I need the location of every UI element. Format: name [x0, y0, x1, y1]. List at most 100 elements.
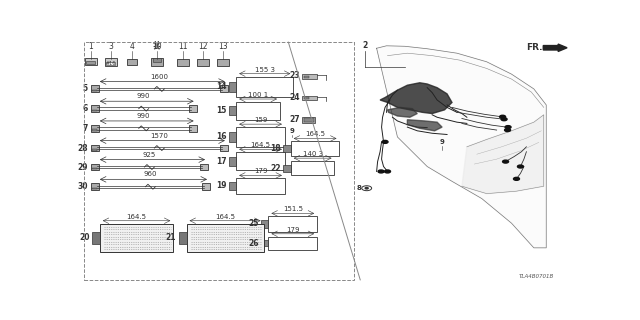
- Bar: [189, 125, 196, 132]
- Bar: [127, 59, 136, 65]
- Text: 990: 990: [137, 93, 150, 99]
- Text: 159: 159: [254, 117, 268, 123]
- Bar: [229, 132, 236, 142]
- Polygon shape: [462, 115, 544, 194]
- Bar: [200, 164, 208, 171]
- Text: 2: 2: [363, 41, 368, 50]
- Bar: [202, 183, 210, 190]
- Bar: [187, 224, 264, 252]
- Text: 25: 25: [248, 220, 259, 228]
- Bar: [302, 117, 315, 123]
- Text: 30: 30: [77, 182, 88, 191]
- Bar: [261, 240, 269, 246]
- Bar: [85, 58, 97, 65]
- Text: 28: 28: [77, 144, 88, 153]
- Text: 155 3: 155 3: [255, 67, 275, 73]
- Bar: [92, 232, 100, 244]
- Text: 22: 22: [270, 164, 281, 173]
- Text: 16: 16: [216, 132, 227, 141]
- Text: 8: 8: [357, 185, 362, 191]
- Bar: [229, 107, 236, 115]
- Bar: [92, 110, 97, 111]
- Bar: [291, 141, 339, 156]
- Bar: [91, 85, 99, 92]
- Circle shape: [518, 165, 524, 168]
- Bar: [229, 82, 236, 92]
- Bar: [302, 96, 317, 100]
- Text: 4: 4: [129, 42, 134, 51]
- Text: 100 1: 100 1: [248, 92, 268, 98]
- Text: 140 3: 140 3: [303, 151, 323, 157]
- Bar: [91, 164, 99, 171]
- Bar: [236, 102, 280, 120]
- Polygon shape: [408, 120, 442, 131]
- Bar: [284, 145, 291, 153]
- Bar: [197, 59, 209, 66]
- FancyArrow shape: [543, 44, 567, 52]
- Bar: [92, 90, 97, 92]
- Bar: [269, 237, 317, 250]
- Circle shape: [513, 177, 520, 180]
- Bar: [261, 220, 269, 228]
- Bar: [269, 216, 317, 232]
- Text: 11: 11: [178, 42, 188, 51]
- Text: 6: 6: [83, 104, 88, 113]
- Circle shape: [365, 188, 368, 189]
- Text: 21: 21: [166, 233, 176, 242]
- Bar: [189, 105, 196, 112]
- Bar: [92, 149, 97, 150]
- Bar: [236, 76, 293, 97]
- Text: #16: #16: [106, 61, 116, 66]
- Text: 44: 44: [153, 41, 161, 46]
- Text: 179: 179: [254, 168, 268, 174]
- Bar: [100, 224, 173, 252]
- Polygon shape: [376, 46, 547, 248]
- Bar: [229, 157, 236, 165]
- Bar: [92, 168, 97, 170]
- Polygon shape: [388, 108, 417, 117]
- Bar: [284, 165, 291, 172]
- Text: 960: 960: [144, 172, 157, 177]
- Bar: [302, 74, 317, 79]
- Circle shape: [385, 170, 390, 173]
- Text: 29: 29: [77, 163, 88, 172]
- Text: 1: 1: [88, 42, 93, 51]
- Text: 26: 26: [248, 239, 259, 248]
- Bar: [236, 127, 285, 147]
- Text: TLA4B0701B: TLA4B0701B: [518, 274, 554, 279]
- Bar: [91, 105, 99, 112]
- Bar: [177, 59, 189, 66]
- Bar: [304, 76, 309, 78]
- Bar: [304, 97, 309, 99]
- Text: 12: 12: [198, 42, 208, 51]
- Text: 1570: 1570: [150, 133, 168, 139]
- Bar: [84, 42, 355, 280]
- Text: 925: 925: [143, 152, 156, 158]
- Text: 164.5: 164.5: [250, 142, 271, 148]
- Text: 15: 15: [216, 106, 227, 115]
- Text: 7: 7: [83, 124, 88, 133]
- Bar: [151, 58, 163, 66]
- Text: 3: 3: [108, 42, 113, 51]
- Bar: [91, 145, 99, 151]
- Text: 9: 9: [290, 129, 295, 134]
- Circle shape: [500, 115, 506, 118]
- Bar: [91, 183, 99, 190]
- Bar: [179, 232, 187, 244]
- Text: 164.5: 164.5: [305, 132, 325, 138]
- Bar: [229, 182, 236, 190]
- Text: 990: 990: [137, 113, 150, 119]
- Text: 1600: 1600: [150, 74, 168, 80]
- Text: 151.5: 151.5: [283, 206, 303, 212]
- Circle shape: [501, 118, 507, 121]
- Text: 9: 9: [440, 139, 445, 145]
- Text: 10: 10: [152, 42, 162, 51]
- Text: 14: 14: [216, 82, 227, 91]
- Bar: [217, 59, 229, 66]
- Bar: [106, 62, 115, 65]
- Bar: [92, 188, 97, 189]
- Text: 179: 179: [286, 227, 300, 233]
- Text: 13: 13: [218, 42, 228, 51]
- Circle shape: [502, 160, 509, 163]
- Bar: [92, 129, 97, 131]
